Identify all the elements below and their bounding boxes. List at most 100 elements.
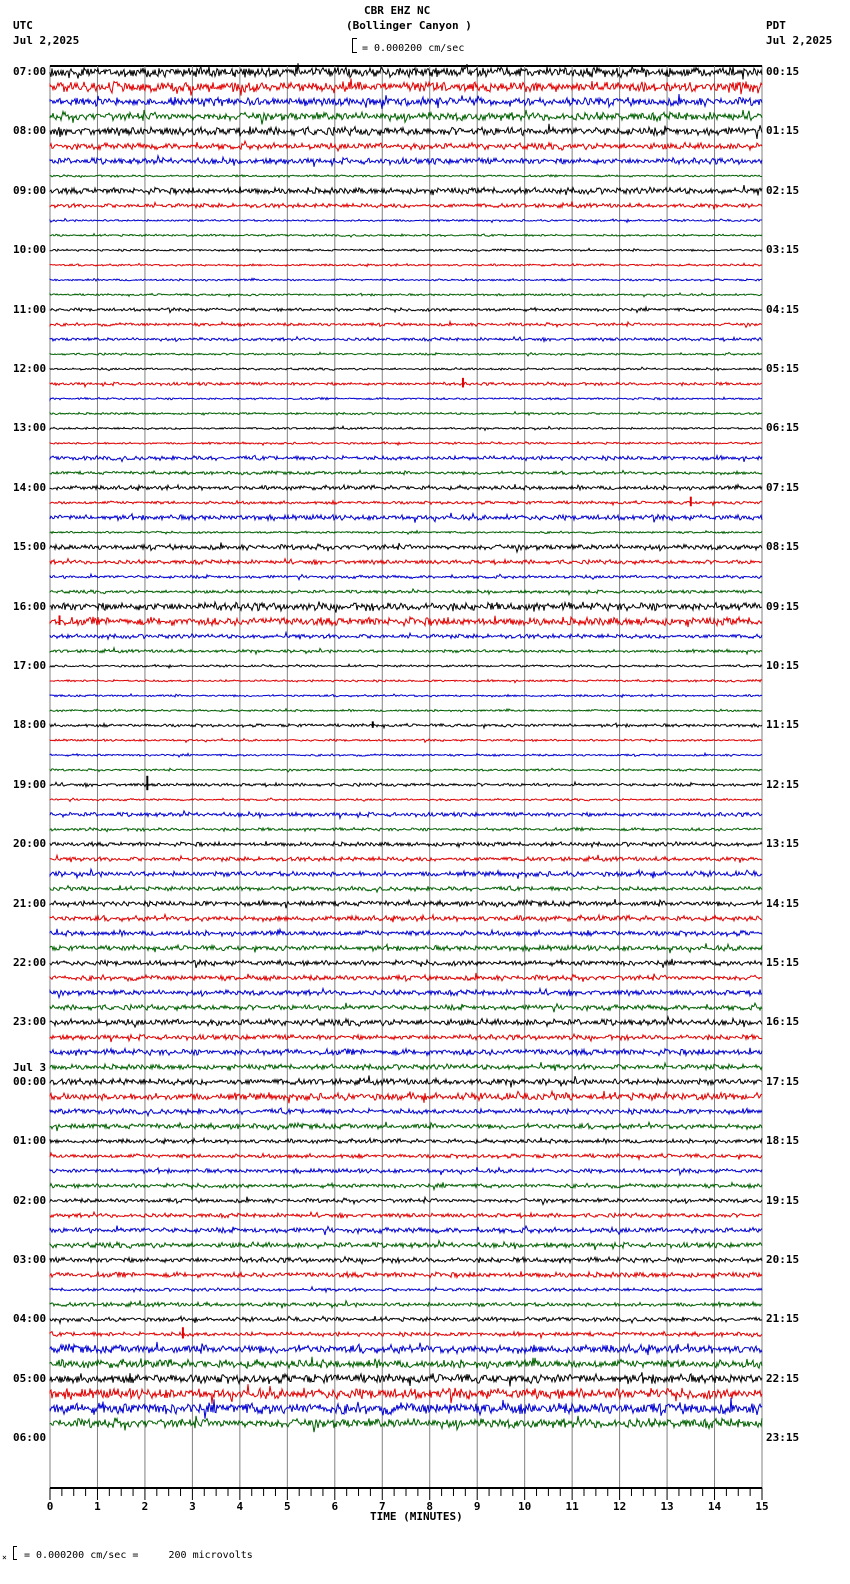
trace-line	[49, 351, 763, 357]
trace-line	[49, 942, 763, 954]
trace-line	[49, 291, 763, 298]
utc-hour-label: 00:00	[13, 1074, 47, 1088]
trace-line	[49, 396, 762, 402]
x-tick-label: 12	[612, 1500, 627, 1513]
trace-line	[49, 972, 763, 983]
x-tick-label: 1	[94, 1500, 101, 1513]
pdt-hour-label: 03:15	[766, 243, 800, 257]
trace-line	[49, 123, 763, 139]
utc-hour-label: 19:00	[13, 777, 47, 791]
x-tick-label: 10	[518, 1500, 532, 1513]
trace-line	[49, 587, 763, 597]
utc-hour-label: 08:00	[13, 124, 47, 138]
trace-line	[49, 1329, 763, 1340]
trace-line	[49, 692, 763, 699]
trace-line	[49, 542, 763, 554]
trace-line	[49, 663, 763, 670]
trace-line	[49, 1195, 763, 1206]
trace-line	[49, 809, 763, 821]
x-tick-label: 6	[331, 1500, 339, 1513]
trace-line	[49, 1166, 763, 1177]
trace-line	[49, 646, 763, 656]
utc-hour-label: 11:00	[13, 302, 47, 316]
trace-line	[49, 440, 763, 447]
x-tick-label: 13	[660, 1500, 674, 1513]
x-tick-label: 0	[46, 1500, 54, 1513]
trace-line	[49, 737, 762, 744]
pdt-hour-label: 06:15	[766, 421, 800, 435]
trace-line	[49, 1001, 763, 1013]
pdt-hour-label: 09:15	[766, 599, 800, 613]
trace-line	[49, 572, 763, 582]
scale-bar-icon	[352, 38, 357, 53]
trace-line	[49, 93, 763, 110]
footer-scale-text: = 0.000200 cm/sec = 200 microvolts	[24, 1550, 253, 1561]
pdt-hour-label: 15:15	[766, 956, 800, 969]
trace-line	[49, 1255, 763, 1266]
trace-line	[49, 468, 763, 477]
utc-hour-label: 02:00	[13, 1193, 47, 1207]
footer-marker: ×	[2, 1553, 7, 1562]
pdt-hour-label: 07:15	[766, 480, 800, 494]
pdt-hour-label: 16:15	[766, 1015, 800, 1029]
trace-line	[49, 1075, 763, 1088]
trace-line	[49, 262, 763, 268]
trace-line	[49, 678, 763, 684]
pdt-hour-label: 19:15	[766, 1193, 800, 1207]
pdt-hour-label: 18:15	[766, 1134, 800, 1148]
pdt-hour-label: 04:15	[766, 302, 800, 316]
x-axis-title: TIME (MINUTES)	[370, 1510, 463, 1523]
trace-line	[49, 139, 763, 153]
trace-line	[49, 912, 763, 924]
trace-line	[49, 1061, 763, 1072]
trace-line	[49, 630, 763, 641]
trace-line	[49, 1015, 763, 1029]
left-timezone: UTC	[13, 19, 33, 32]
trace-line	[49, 1089, 763, 1104]
utc-hour-label: 12:00	[13, 362, 47, 375]
trace-line	[49, 826, 763, 833]
station-title: CBR EHZ NC	[364, 4, 431, 17]
x-tick-label: 8	[426, 1500, 434, 1513]
pdt-hour-label: 08:15	[766, 540, 800, 554]
utc-hour-label: 22:00	[13, 956, 47, 969]
utc-hour-label: 15:00	[13, 540, 47, 554]
utc-hour-label: 10:00	[13, 243, 47, 257]
trace-line	[49, 319, 763, 329]
trace-line	[49, 232, 763, 238]
station-location: (Bollinger Canyon )	[346, 19, 472, 32]
trace-line	[49, 109, 763, 125]
x-tick-label: 7	[378, 1500, 386, 1513]
trace-line	[49, 483, 763, 492]
utc-hour-label: 03:00	[13, 1253, 47, 1266]
trace-line	[49, 1314, 763, 1326]
trace-line	[49, 277, 763, 282]
pdt-hour-label: 22:15	[766, 1371, 800, 1385]
utc-hour-label: 04:00	[13, 1312, 47, 1326]
pdt-hour-label: 10:15	[766, 659, 800, 672]
utc-hour-label: 17:00	[13, 659, 47, 672]
pdt-hour-label: 01:15	[766, 124, 800, 138]
pdt-hour-label: 12:15	[766, 777, 800, 791]
trace-line	[49, 1356, 763, 1370]
trace-line	[49, 797, 763, 803]
trace-line	[49, 1285, 763, 1294]
right-timezone: PDT	[766, 19, 786, 32]
utc-hour-label: 21:00	[13, 896, 47, 910]
trace-line	[49, 1415, 763, 1433]
trace-line	[49, 1180, 763, 1192]
trace-line	[49, 707, 762, 713]
x-tick-label: 9	[473, 1500, 481, 1513]
trace-line	[49, 410, 763, 417]
pdt-hour-label: 02:15	[766, 183, 800, 197]
utc-hour-label: 07:00	[13, 65, 47, 78]
trace-line	[49, 1384, 763, 1404]
x-tick-label: 14	[707, 1500, 722, 1513]
x-tick-label: 5	[284, 1500, 291, 1513]
trace-line	[49, 927, 763, 938]
trace-line	[49, 425, 762, 432]
trace-line	[49, 1046, 763, 1058]
trace-line	[49, 884, 763, 894]
trace-line	[49, 247, 763, 254]
pdt-hour-label: 00:15	[766, 65, 800, 78]
